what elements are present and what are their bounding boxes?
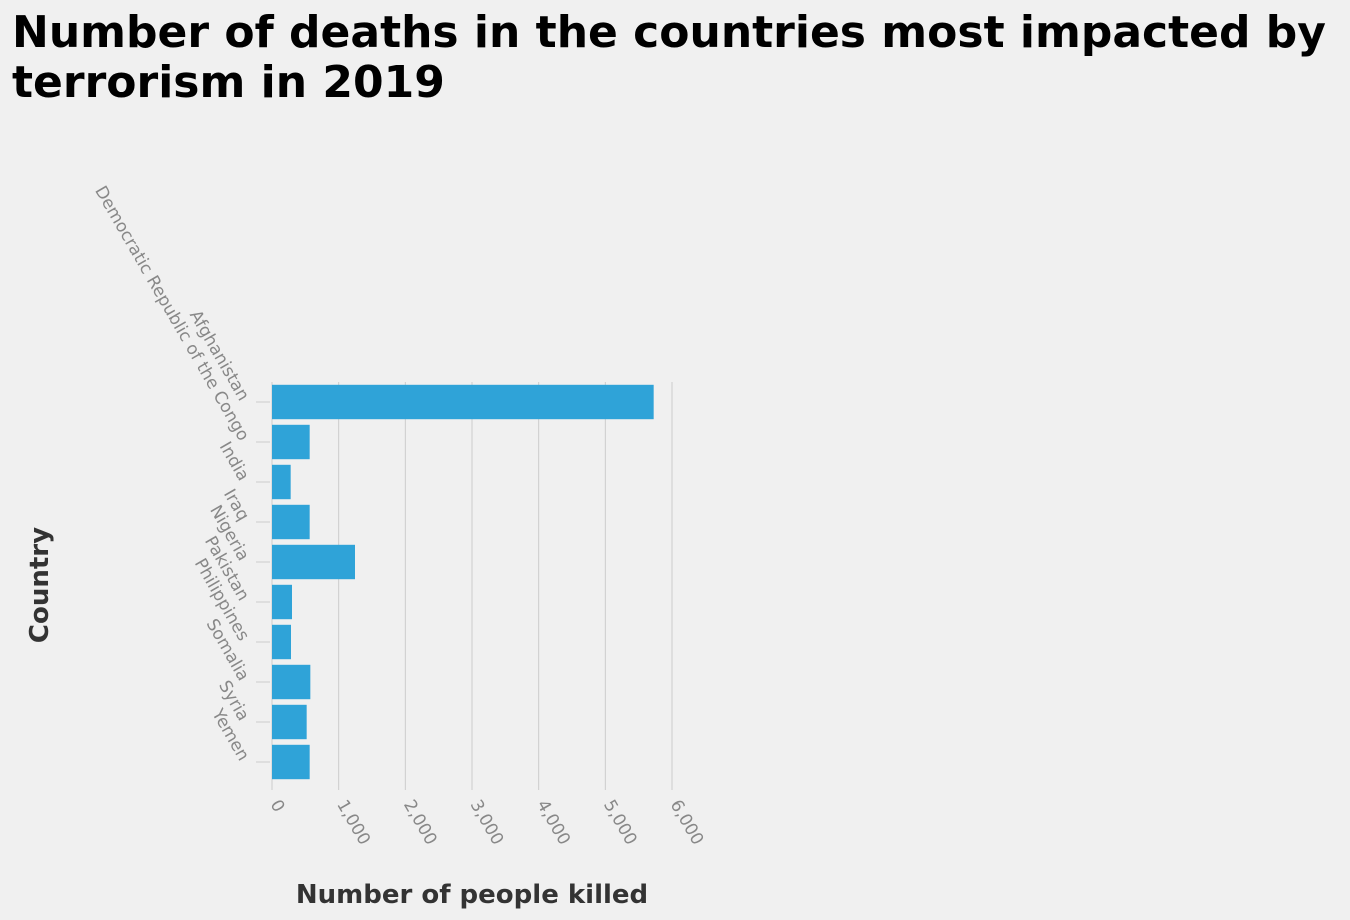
chart-title: Number of deaths in the countries most i… (12, 7, 1326, 108)
bar-nigeria (272, 544, 355, 580)
bar-afghanistan (272, 384, 654, 420)
x-tick-label: 0 (266, 797, 289, 816)
x-tick-label: 4,000 (532, 797, 574, 849)
y-tick-label: India (215, 438, 253, 484)
bar-philippines (272, 624, 291, 660)
bar-somalia (272, 664, 311, 700)
y-axis-label: Country (25, 526, 55, 644)
bar-syria (272, 704, 307, 740)
x-tick-label: 1,000 (332, 797, 374, 849)
bar-pakistan (272, 584, 292, 620)
bar-iraq (272, 504, 310, 540)
x-axis-label: Number of people killed (295, 880, 649, 910)
bar-democratic-republic-of-the-congo (272, 424, 310, 460)
x-tick-label: 3,000 (466, 797, 508, 849)
bar-yemen (272, 744, 310, 780)
x-tick-label: 5,000 (599, 797, 641, 849)
y-tick-label: Democratic Republic of the Congo (90, 183, 253, 445)
x-tick-label: 2,000 (399, 797, 441, 849)
bar-india (272, 464, 291, 500)
x-tick-label: 6,000 (666, 797, 708, 849)
